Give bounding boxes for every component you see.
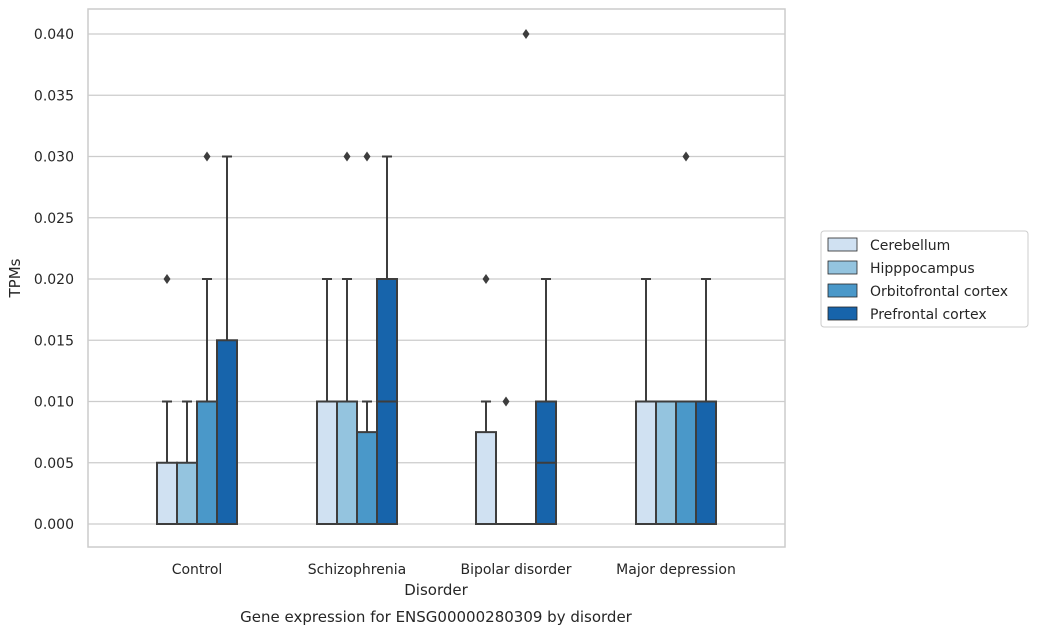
box-2-3 [535, 278, 557, 525]
legend-label: Prefrontal cortex [870, 307, 987, 323]
box-0-2 [196, 151, 218, 525]
box [635, 400, 657, 525]
x-tick-label: Schizophrenia [308, 562, 406, 578]
box-2-2 [516, 29, 536, 525]
x-tick-label: Bipolar disorder [460, 562, 571, 578]
box [475, 431, 497, 525]
y-tick-label: 0.010 [34, 395, 74, 411]
x-axis-ticks: Control Schizophrenia Bipolar disorder Majo… [172, 562, 736, 578]
legend-swatch [827, 283, 858, 298]
outlier-point [682, 151, 690, 162]
y-tick-label: 0.040 [34, 27, 74, 43]
box-1-0 [316, 278, 338, 525]
box [655, 400, 677, 525]
outlier-point [203, 151, 211, 162]
outlier-point [482, 274, 490, 284]
box [316, 400, 338, 525]
legend-swatch [827, 306, 858, 321]
y-tick-label: 0.020 [34, 272, 74, 288]
box-3-3 [695, 278, 717, 525]
box-1-1 [336, 151, 358, 525]
outlier-point [363, 151, 371, 162]
box [695, 400, 717, 525]
box-2-1 [496, 396, 516, 525]
y-tick-label: 0.035 [34, 88, 74, 104]
y-axis-ticks: 0.000 0.005 0.010 0.015 0.020 0.025 0.030 0.035… [34, 27, 74, 533]
y-axis-label: TPMs [6, 258, 24, 298]
box-1-2 [356, 151, 378, 525]
box [216, 339, 238, 525]
legend-swatch [827, 260, 858, 275]
y-tick-label: 0.005 [34, 456, 74, 472]
chart-title: Gene expression for ENSG00000280309 by d… [240, 608, 633, 626]
x-tick-label: Major depression [616, 562, 736, 578]
outlier-point [502, 396, 510, 407]
box [176, 461, 198, 525]
boxes [156, 29, 717, 525]
x-tick-label: Control [172, 562, 223, 578]
box [675, 400, 697, 525]
box [196, 400, 218, 525]
legend: Cerebellum Hipppocampus Orbitofrontal cort… [820, 230, 1029, 328]
legend-label: Orbitofrontal cortex [870, 284, 1008, 300]
outlier-point [163, 274, 171, 284]
y-tick-label: 0.030 [34, 150, 74, 166]
box [356, 431, 378, 525]
y-tick-label: 0.000 [34, 517, 74, 533]
y-tick-label: 0.015 [34, 333, 74, 349]
legend-label: Cerebellum [870, 238, 950, 254]
box [156, 461, 178, 525]
box-2-0 [475, 274, 497, 525]
legend-label: Hipppocampus [870, 261, 975, 277]
y-tick-label: 0.025 [34, 211, 74, 227]
box-3-1 [655, 400, 677, 525]
outlier-point [522, 29, 530, 39]
legend-frame [820, 230, 1029, 328]
outlier-point [343, 151, 351, 162]
x-axis-label: Disorder [404, 581, 468, 599]
box-0-3 [216, 155, 238, 525]
box [336, 400, 358, 525]
box-1-3 [376, 155, 398, 525]
legend-swatch [827, 237, 858, 252]
